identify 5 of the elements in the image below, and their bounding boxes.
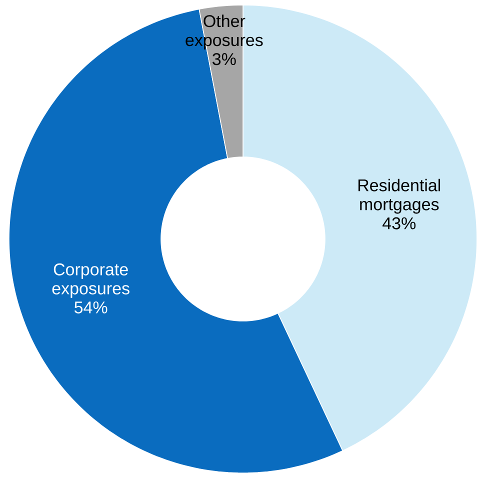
data-label: 3% bbox=[212, 53, 236, 66]
slice-label: Corporate exposures bbox=[52, 263, 130, 298]
data-label: 54% bbox=[74, 301, 108, 314]
data-label: 43% bbox=[382, 217, 416, 230]
slice-label: Residential mortgages bbox=[358, 178, 440, 214]
